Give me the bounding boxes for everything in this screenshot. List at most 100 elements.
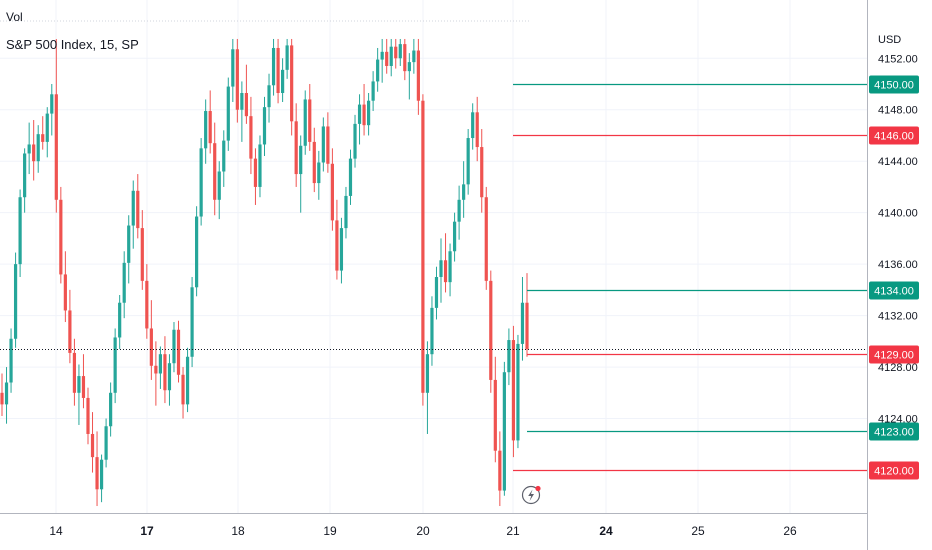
candle-body [185,356,190,405]
level-tag[interactable] [869,461,919,480]
candle-body [326,126,330,164]
candle-body [195,216,199,288]
candles [0,20,530,507]
candle-body [516,343,520,441]
level-lines [513,83,867,472]
candle-body [109,392,113,427]
candle-body [312,141,316,184]
candle-body [339,228,344,271]
candle-body [4,382,9,405]
candle-body [366,100,371,126]
candle-body [226,86,230,141]
candle-body [176,329,181,375]
candle-body [50,94,54,114]
candle-body [240,93,244,110]
candle-body [136,190,140,229]
candle-body [267,85,271,108]
candle-body [63,274,67,311]
candle-body [253,158,258,187]
candle-body [507,340,511,373]
level-tags[interactable]: 4150.00 4146.00 4134.00 4129.00 4123.00 4120.… [869,75,919,480]
candle-body [213,143,217,200]
candle-body [167,363,172,391]
candle-body [23,153,27,198]
time-tick-label: 20 [416,524,430,538]
lightning-icon[interactable] [521,485,541,505]
candle-body [452,221,457,252]
candle-body [321,126,325,163]
candle-body [330,163,334,221]
candle-body [0,392,4,405]
price-tick-label: 4152.00 [878,53,918,65]
candle-body [520,302,525,344]
currency-label: USD [878,34,901,46]
candle-body [299,145,303,175]
level-tag[interactable] [869,126,919,145]
price-tick-label: 4136.00 [878,259,918,271]
candle-body [222,140,226,172]
time-tick-label: 19 [323,524,337,538]
candle-body [231,49,235,87]
candle-body [407,62,411,72]
candle-body [13,264,18,339]
candle-body [154,365,158,374]
candle-body [127,225,131,263]
candle-body [258,144,262,187]
time-tick-label: 25 [691,524,705,538]
candle-body [448,251,452,283]
candle-body [163,354,167,391]
price-ticks: 4152.00 4148.00 4144.00 4140.00 4136.00 4132.… [878,53,918,425]
candle-body [118,302,122,338]
time-tick-label: 18 [231,524,245,538]
candle-body [412,50,416,63]
candle-body [308,99,312,142]
candle-body [348,158,353,196]
candle-body [466,138,470,185]
candle-body [434,277,439,308]
price-tick-label: 4128.00 [878,362,918,374]
candle-body [493,379,497,451]
candle-body [36,134,40,162]
candle-body [385,51,389,66]
candle-body [145,280,149,329]
level-tag-text: 4129.00 [874,350,914,362]
candle-body [172,329,176,364]
time-tick-label: 26 [783,524,797,538]
candle-body [72,352,77,393]
candle-body [443,260,448,283]
candle-body [158,354,163,374]
candle-body [498,450,502,491]
candle-body [403,44,407,72]
candle-body [357,104,362,124]
candle-body [502,372,506,491]
candle-body [249,116,253,159]
candle-body [294,121,298,175]
candle-body [86,397,90,434]
candle-body [81,376,86,398]
candle-body [54,94,58,200]
candle-body [389,46,393,66]
candle-body [371,81,375,101]
price-tick-label: 4132.00 [878,311,918,323]
candle-body [303,99,307,146]
candle-body [95,457,99,490]
candle-body [376,59,380,82]
level-tag[interactable] [869,345,919,364]
candle-body [430,307,434,355]
candle-body [217,171,221,200]
candle-body [149,328,153,366]
candle-body [90,433,95,458]
level-tag[interactable] [869,75,919,94]
candle-body [18,197,22,265]
candle-body [317,162,321,184]
candle-body [290,45,294,122]
time-ticks: 14 17 18 19 20 21 24 25 26 [49,524,797,538]
level-tag[interactable] [869,281,919,300]
candle-body [394,46,398,59]
candle-body [244,93,248,117]
symbol-title: S&P 500 Index, 15, SP [6,37,139,52]
level-tag[interactable] [869,422,919,441]
candle-body [439,260,443,277]
candle-body [489,280,493,380]
